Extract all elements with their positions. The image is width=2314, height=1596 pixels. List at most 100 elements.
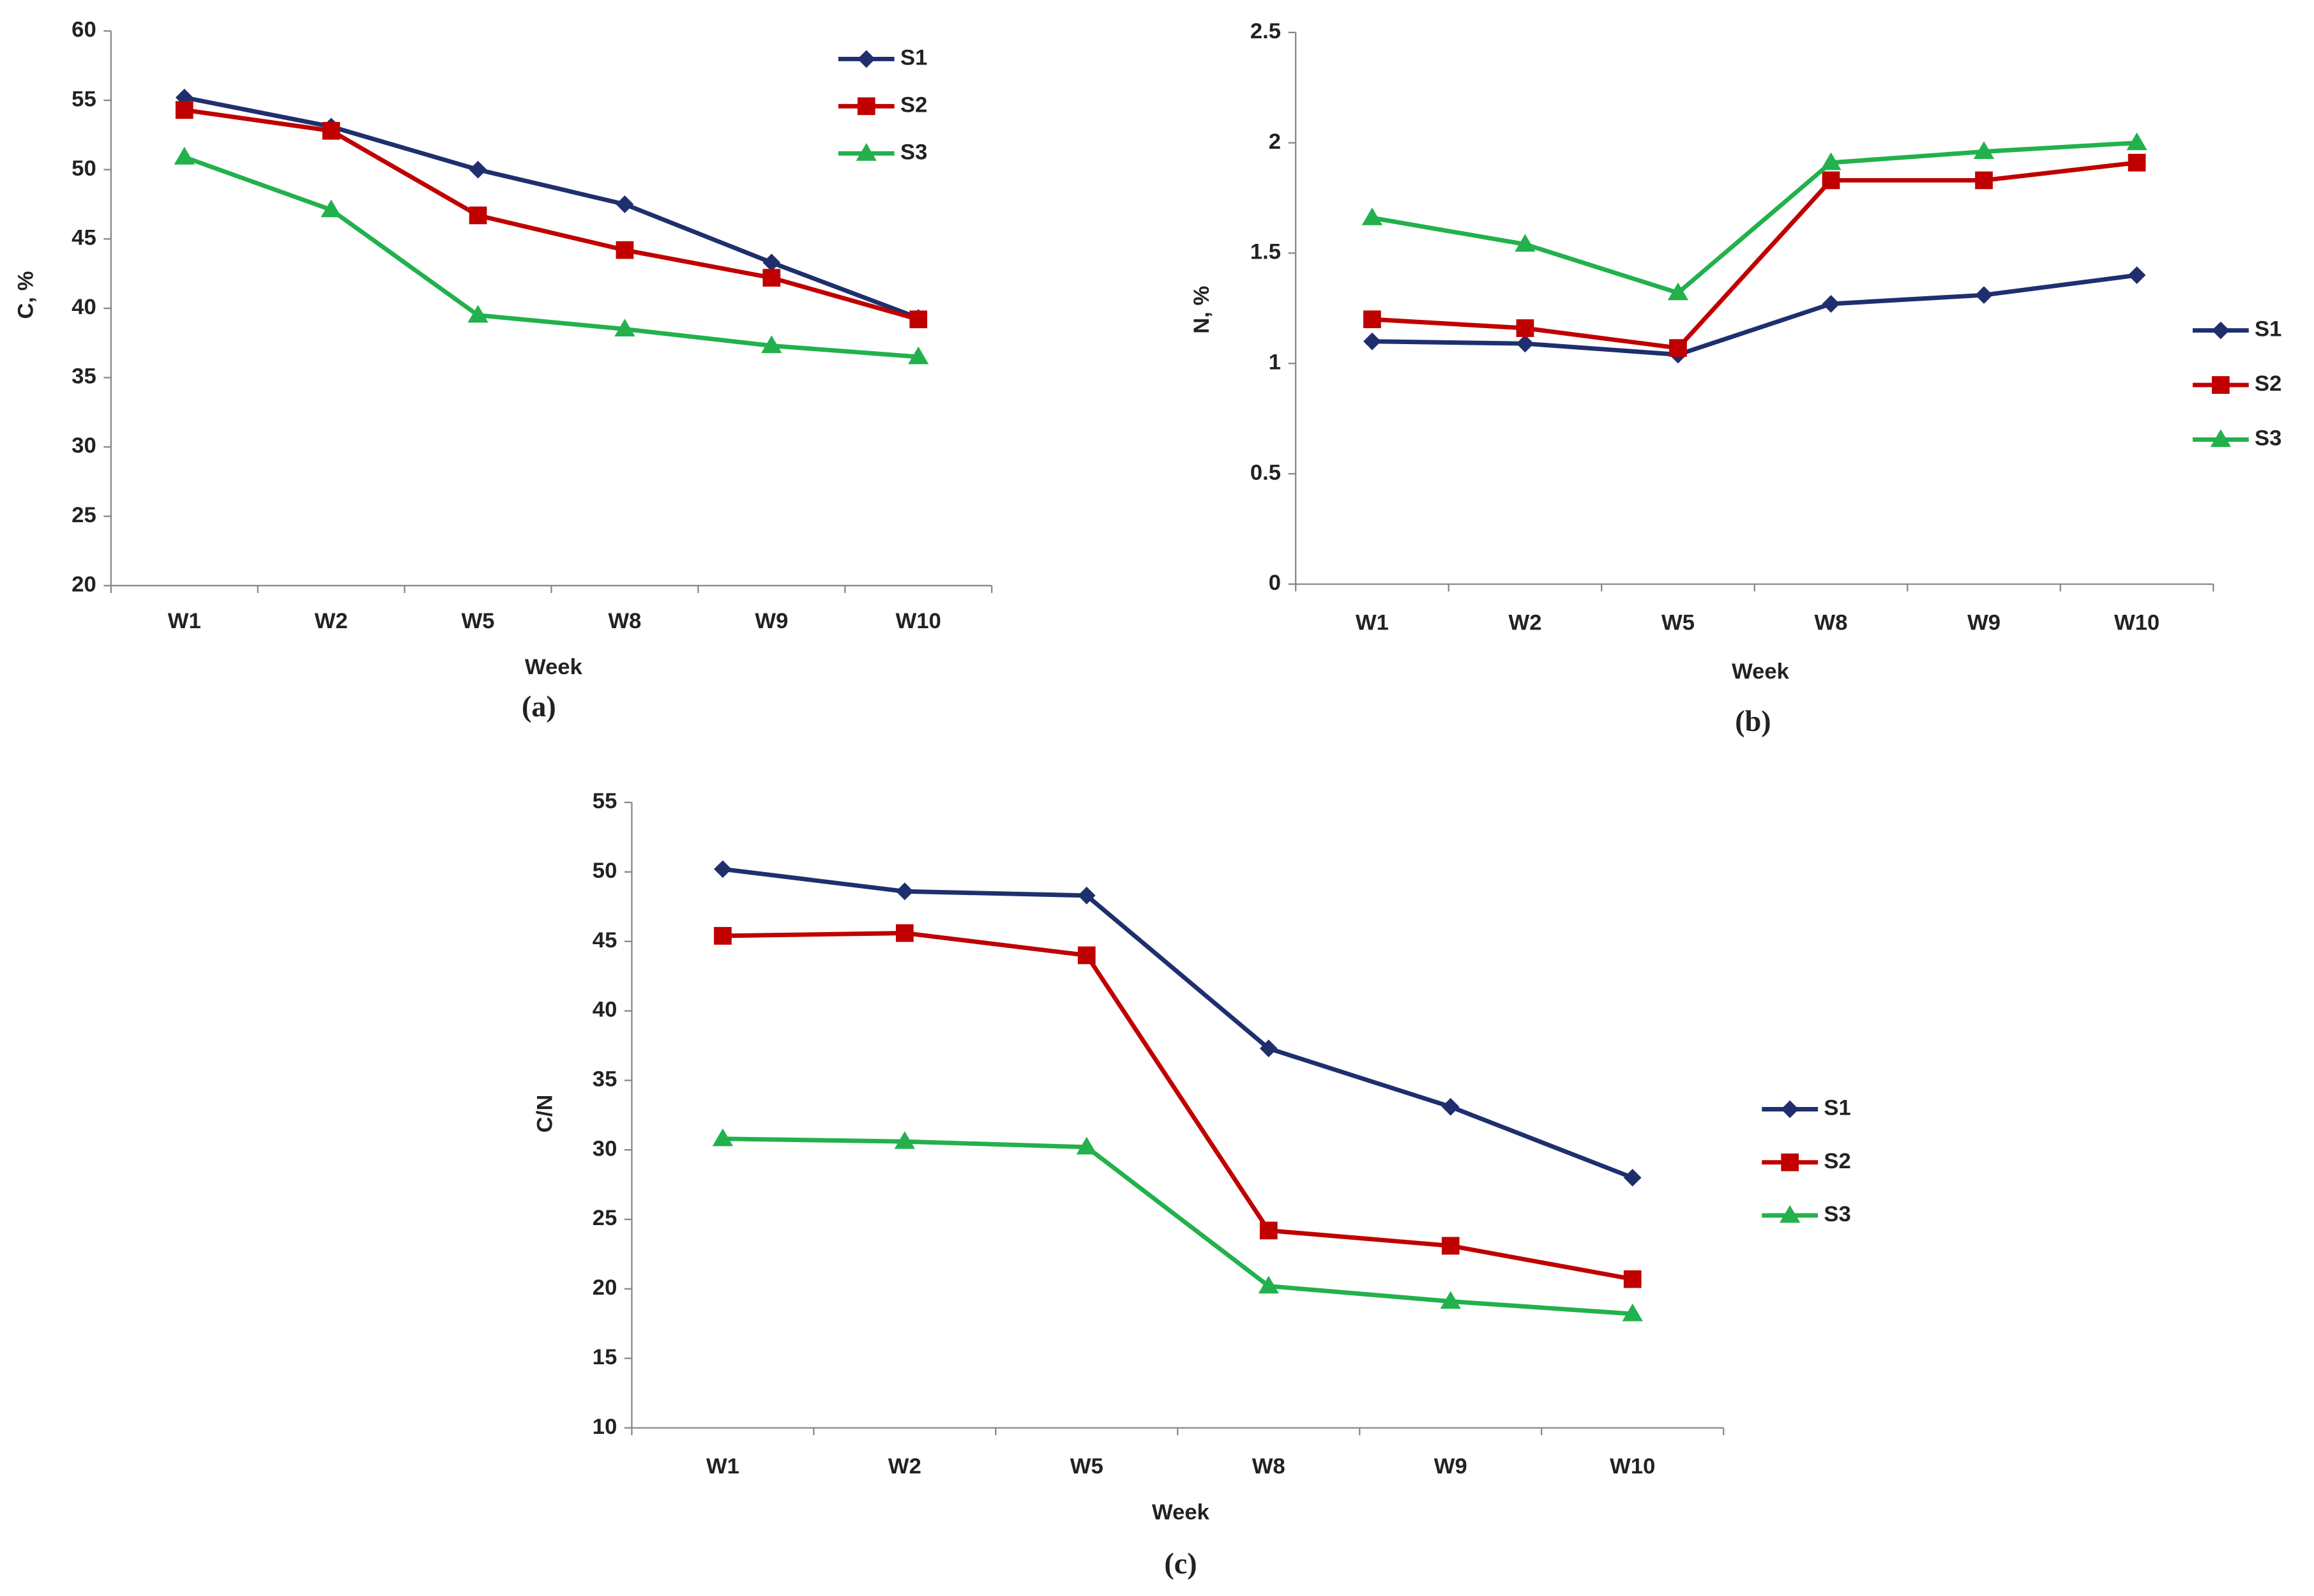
x-tick-label: W5	[1661, 611, 1695, 635]
legend-label: S1	[900, 46, 927, 70]
y-tick-label: 0.5	[1250, 460, 1281, 485]
marker	[712, 1128, 734, 1147]
y-axis-label: C, %	[13, 271, 38, 319]
y-tick-label: 50	[593, 859, 617, 883]
y-tick-label: 40	[72, 295, 96, 319]
caption: (a)	[522, 690, 556, 723]
y-tick-label: 20	[593, 1276, 617, 1300]
marker	[761, 335, 782, 354]
marker	[1669, 339, 1687, 357]
y-tick-label: 50	[72, 156, 96, 181]
marker	[1622, 1303, 1643, 1321]
marker	[2128, 266, 2146, 284]
series-line	[1372, 273, 2138, 357]
y-tick-label: 10	[593, 1415, 617, 1439]
marker	[1363, 310, 1381, 329]
series-line	[722, 931, 1633, 1282]
marker	[1441, 1237, 1460, 1255]
marker	[909, 310, 928, 329]
marker	[1623, 1270, 1642, 1288]
marker	[467, 305, 488, 323]
series-line	[183, 154, 919, 359]
marker	[1078, 946, 1096, 965]
marker	[856, 143, 877, 161]
marker	[714, 860, 732, 878]
legend-label: S1	[2255, 317, 2281, 342]
x-tick-label: W9	[1434, 1454, 1467, 1479]
y-axis-label: C/N	[533, 1095, 557, 1133]
legend-label: S2	[900, 93, 927, 117]
x-tick-label: W2	[315, 609, 348, 633]
y-tick-label: 2	[1269, 130, 1281, 154]
x-tick-label: W2	[1508, 611, 1541, 635]
y-tick-label: 40	[593, 998, 617, 1022]
marker	[321, 199, 342, 218]
marker	[1258, 1276, 1280, 1294]
series-line	[184, 107, 919, 322]
legend-label: S2	[1824, 1149, 1850, 1173]
marker	[2212, 321, 2230, 340]
chart-panel: 0 0.5 1 1.5 2 2.5 W1 W2 W5 W8 W9 W10 Week N, % (b) S1 S2…	[1190, 19, 2282, 737]
marker	[2210, 429, 2232, 448]
y-tick-label: 30	[593, 1136, 617, 1161]
legend-label: S3	[1824, 1202, 1850, 1226]
y-tick-label: 25	[593, 1206, 617, 1230]
marker	[1076, 1136, 1098, 1155]
marker	[1623, 1168, 1642, 1187]
x-tick-label: W1	[1356, 611, 1389, 635]
marker	[1516, 335, 1534, 353]
marker	[616, 241, 634, 259]
legend-label: S2	[2255, 372, 2281, 396]
marker	[1361, 207, 1383, 225]
y-tick-label: 55	[593, 789, 617, 813]
caption: (b)	[1735, 705, 1771, 737]
marker	[1822, 171, 1840, 190]
marker	[1078, 886, 1096, 905]
x-tick-label: W8	[1252, 1454, 1285, 1479]
marker	[1780, 1205, 1801, 1223]
x-tick-label: W5	[462, 609, 495, 633]
marker	[762, 253, 781, 272]
y-tick-label: 2.5	[1250, 19, 1281, 43]
marker	[1975, 171, 1993, 190]
marker	[2126, 132, 2147, 151]
x-axis-label: Week	[1152, 1500, 1210, 1524]
y-tick-label: 55	[72, 87, 96, 111]
marker	[175, 101, 193, 119]
marker	[1820, 152, 1841, 170]
y-axis-label: N, %	[1190, 286, 1214, 334]
marker	[1781, 1100, 1799, 1118]
marker	[1516, 319, 1534, 337]
marker	[469, 206, 487, 225]
marker	[616, 195, 634, 213]
marker	[894, 1131, 916, 1149]
x-axis-label: Week	[525, 655, 583, 679]
marker	[1781, 1153, 1799, 1171]
marker	[174, 146, 195, 165]
marker	[322, 122, 340, 140]
y-tick-label: 15	[593, 1345, 617, 1369]
series-line	[184, 95, 919, 320]
y-tick-label: 20	[72, 572, 96, 596]
marker	[469, 160, 487, 179]
marker	[2212, 376, 2230, 394]
x-tick-label: W5	[1070, 1454, 1103, 1479]
marker	[714, 927, 732, 945]
series-line	[722, 866, 1634, 1180]
y-tick-label: 1	[1269, 350, 1281, 374]
x-tick-label: W1	[706, 1454, 739, 1479]
chart-panel: 10 15 20 25 30 35 40 45 50 55 W1 W2 W5 W8 W9 W10 Week C/N…	[533, 789, 1851, 1579]
marker	[762, 269, 781, 287]
marker	[2128, 153, 2146, 172]
x-tick-label: W8	[608, 609, 641, 633]
x-tick-label: W2	[888, 1454, 921, 1479]
marker	[908, 346, 929, 365]
marker	[1822, 295, 1840, 313]
marker	[1363, 332, 1381, 350]
marker	[1667, 282, 1689, 301]
y-tick-label: 30	[72, 433, 96, 458]
marker	[1441, 1097, 1460, 1116]
chart-panel: 20 25 30 35 40 45 50 55 60 W1 W2 W5 W8 W9 W10 Week C, % (…	[13, 18, 993, 723]
x-tick-label: W8	[1815, 611, 1848, 635]
